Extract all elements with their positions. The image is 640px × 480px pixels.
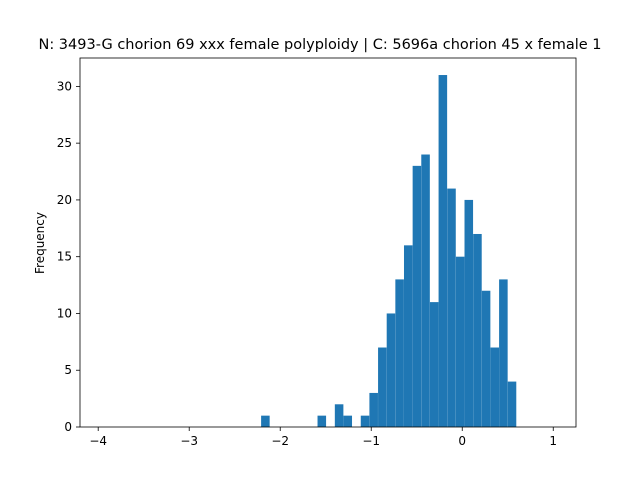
histogram-bar-7 [386, 313, 396, 427]
histogram-bars [261, 75, 517, 428]
histogram-bar-2 [334, 404, 344, 427]
x-tick-label: 0 [458, 434, 466, 448]
histogram-bar-19 [490, 347, 499, 427]
histogram-bar-13 [438, 75, 448, 427]
histogram-bar-14 [447, 188, 456, 427]
x-tick-label: −3 [180, 434, 198, 448]
histogram-bar-16 [464, 199, 474, 427]
histogram-bar-11 [421, 154, 430, 427]
histogram-bar-9 [403, 245, 413, 427]
y-tick-label: 15 [57, 250, 72, 264]
plot-frame [79, 57, 577, 428]
histogram-bar-18 [481, 290, 491, 427]
y-tick-label: 25 [57, 136, 72, 150]
histogram-bar-12 [429, 302, 439, 427]
histogram-bar-3 [343, 415, 353, 427]
histogram-bar-15 [455, 256, 465, 427]
histogram-bar-0 [261, 415, 270, 427]
histogram-bar-4 [360, 415, 370, 427]
y-axis-label: Frequency [33, 212, 47, 274]
chart-title: N: 3493-G chorion 69 xxx female polyploi… [38, 37, 601, 53]
y-tick-label: 20 [57, 193, 72, 207]
y-tick-label: 0 [64, 420, 72, 434]
histogram-bar-1 [317, 415, 327, 427]
x-tick-label: −2 [271, 434, 289, 448]
histogram-bar-21 [507, 381, 517, 427]
histogram-bar-17 [473, 233, 482, 427]
y-tick-label: 5 [64, 363, 72, 377]
x-tick-label: −1 [362, 434, 380, 448]
histogram-bar-6 [378, 347, 387, 427]
x-tick-label: 1 [549, 434, 557, 448]
histogram-bar-8 [395, 279, 404, 427]
histogram-bar-20 [499, 279, 508, 427]
histogram-bar-5 [369, 392, 378, 427]
y-tick-label: 10 [57, 306, 72, 320]
x-tick-label: −4 [89, 434, 107, 448]
histogram-bar-10 [412, 165, 422, 428]
y-tick-label: 30 [57, 79, 72, 93]
